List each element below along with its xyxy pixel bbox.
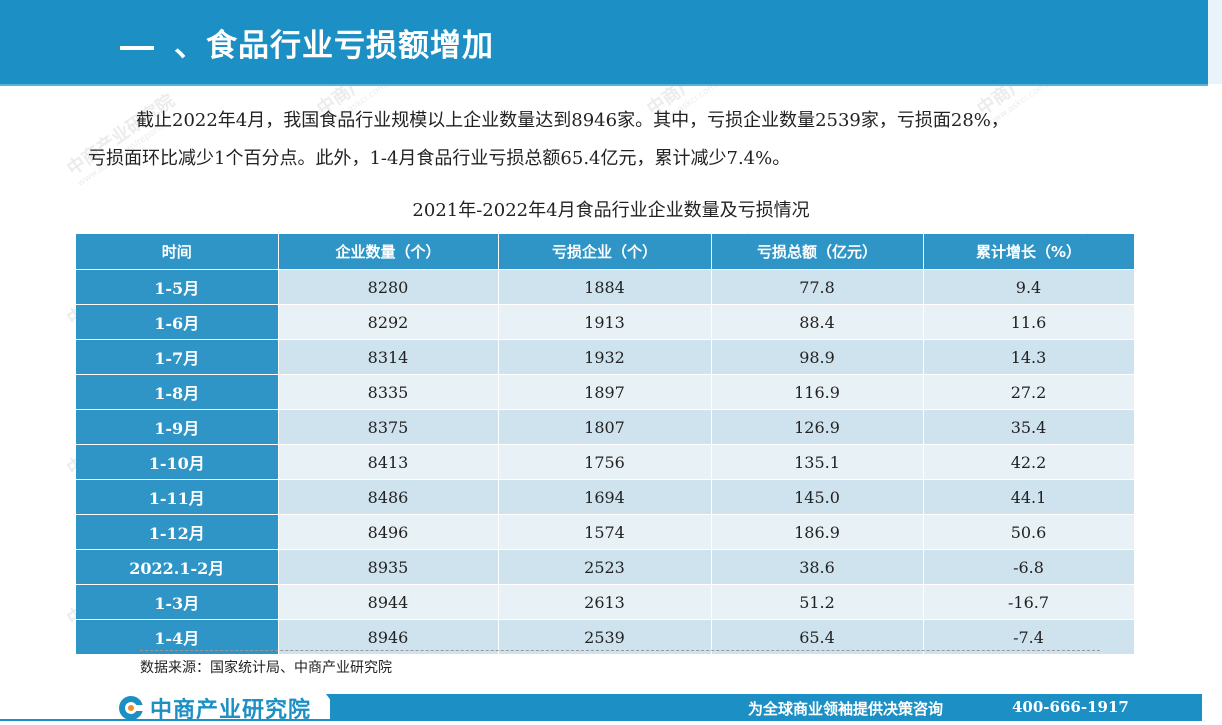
data-source: 数据来源：国家统计局、中商产业研究院 <box>140 660 392 676</box>
table-row: 1-7月 8314 1932 98.9 14.3 <box>76 339 1135 375</box>
footer-bar <box>330 694 1202 721</box>
table-cell: 8944 <box>278 584 499 620</box>
footer-phone: 400-666-1917 <box>1012 698 1129 716</box>
column-header: 时间 <box>76 234 279 270</box>
table-cell: 1694 <box>498 479 712 515</box>
table-cell: 2613 <box>498 584 712 620</box>
footer-left-line <box>0 719 330 721</box>
table-cell: 8280 <box>278 269 499 305</box>
table-cell: 27.2 <box>923 374 1135 410</box>
table-cell: 2523 <box>498 549 712 585</box>
table-cell: 98.9 <box>711 339 924 375</box>
table-cell: 8496 <box>278 514 499 550</box>
table-cell: 65.4 <box>711 619 924 655</box>
data-table: 时间 企业数量（个） 亏损企业（个） 亏损总额（亿元） 累计增长（%） 1-5月… <box>76 234 1135 655</box>
row-period-cell: 2022.1-2月 <box>76 549 279 585</box>
page-title: 、食品行业亏损额增加 <box>120 20 494 65</box>
table-cell: 42.2 <box>923 444 1135 480</box>
table-cell: 14.3 <box>923 339 1135 375</box>
table-row: 1-10月 8413 1756 135.1 42.2 <box>76 444 1135 480</box>
table-cell: 8292 <box>278 304 499 340</box>
row-period-cell: 1-8月 <box>76 374 279 410</box>
table-cell: 1913 <box>498 304 712 340</box>
table-row: 1-3月 8944 2613 51.2 -16.7 <box>76 584 1135 620</box>
table-header-row: 时间 企业数量（个） 亏损企业（个） 亏损总额（亿元） 累计增长（%） <box>76 234 1135 270</box>
column-header: 企业数量（个） <box>278 234 499 270</box>
page-title-text: 、食品行业亏损额增加 <box>174 28 494 64</box>
title-dash <box>120 45 154 50</box>
table-cell: 1807 <box>498 409 712 445</box>
table-cell: 8486 <box>278 479 499 515</box>
row-period-cell: 1-6月 <box>76 304 279 340</box>
table-cell: 38.6 <box>711 549 924 585</box>
header-bar: 、食品行业亏损额增加 <box>0 0 1222 86</box>
logo-icon <box>119 696 144 720</box>
row-period-cell: 1-5月 <box>76 269 279 305</box>
table-cell: 1756 <box>498 444 712 480</box>
table-cell: 2539 <box>498 619 712 655</box>
table-cell: 126.9 <box>711 409 924 445</box>
source-divider <box>140 650 1100 651</box>
table-cell: -7.4 <box>923 619 1135 655</box>
table-row: 1-9月 8375 1807 126.9 35.4 <box>76 409 1135 445</box>
table-cell: 1897 <box>498 374 712 410</box>
table-row: 1-8月 8335 1897 116.9 27.2 <box>76 374 1135 410</box>
table-row: 1-4月 8946 2539 65.4 -7.4 <box>76 619 1135 655</box>
table-row: 1-5月 8280 1884 77.8 9.4 <box>76 269 1135 305</box>
footer: 中商产业研究院 为全球商业领袖提供决策咨询 400-666-1917 <box>0 690 1222 725</box>
row-period-cell: 1-10月 <box>76 444 279 480</box>
header-right-strip <box>1208 0 1222 84</box>
table-cell: 1884 <box>498 269 712 305</box>
table-cell: 116.9 <box>711 374 924 410</box>
table-cell: 1574 <box>498 514 712 550</box>
table-cell: 50.6 <box>923 514 1135 550</box>
row-period-cell: 1-9月 <box>76 409 279 445</box>
row-period-cell: 1-3月 <box>76 584 279 620</box>
table-cell: 44.1 <box>923 479 1135 515</box>
row-period-cell: 1-4月 <box>76 619 279 655</box>
table-cell: 145.0 <box>711 479 924 515</box>
table-cell: 8375 <box>278 409 499 445</box>
table-cell: 77.8 <box>711 269 924 305</box>
table-cell: -16.7 <box>923 584 1135 620</box>
table-cell: 8314 <box>278 339 499 375</box>
column-header: 亏损企业（个） <box>498 234 712 270</box>
summary-paragraph: 截止2022年4月，我国食品行业规模以上企业数量达到8946家。其中，亏损企业数… <box>88 102 1128 178</box>
table-cell: 8335 <box>278 374 499 410</box>
table-cell: 88.4 <box>711 304 924 340</box>
row-period-cell: 1-7月 <box>76 339 279 375</box>
summary-line-1: 截止2022年4月，我国食品行业规模以上企业数量达到8946家。其中，亏损企业数… <box>136 110 1009 131</box>
company-logo: 中商产业研究院 <box>118 694 312 723</box>
table-cell: 1932 <box>498 339 712 375</box>
table-cell: 135.1 <box>711 444 924 480</box>
table-cell: 35.4 <box>923 409 1135 445</box>
table-cell: 51.2 <box>711 584 924 620</box>
header-background <box>0 0 1208 86</box>
column-header: 亏损总额（亿元） <box>711 234 924 270</box>
row-period-cell: 1-11月 <box>76 479 279 515</box>
row-period-cell: 1-12月 <box>76 514 279 550</box>
table-row: 1-12月 8496 1574 186.9 50.6 <box>76 514 1135 550</box>
column-header: 累计增长（%） <box>923 234 1135 270</box>
table-cell: 9.4 <box>923 269 1135 305</box>
table-title: 2021年-2022年4月食品行业企业数量及亏损情况 <box>412 200 810 221</box>
table-cell: 8413 <box>278 444 499 480</box>
table-cell: 186.9 <box>711 514 924 550</box>
table-cell: -6.8 <box>923 549 1135 585</box>
table-row: 2022.1-2月 8935 2523 38.6 -6.8 <box>76 549 1135 585</box>
table-cell: 8946 <box>278 619 499 655</box>
table-row: 1-11月 8486 1694 145.0 44.1 <box>76 479 1135 515</box>
table-row: 1-6月 8292 1913 88.4 11.6 <box>76 304 1135 340</box>
table-cell: 8935 <box>278 549 499 585</box>
summary-line-2: 亏损面环比减少1个百分点。此外，1-4月食品行业亏损总额65.4亿元，累计减少7… <box>88 148 791 169</box>
footer-slogan: 为全球商业领袖提供决策咨询 <box>748 700 944 718</box>
logo-text: 中商产业研究院 <box>150 698 312 723</box>
table-cell: 11.6 <box>923 304 1135 340</box>
